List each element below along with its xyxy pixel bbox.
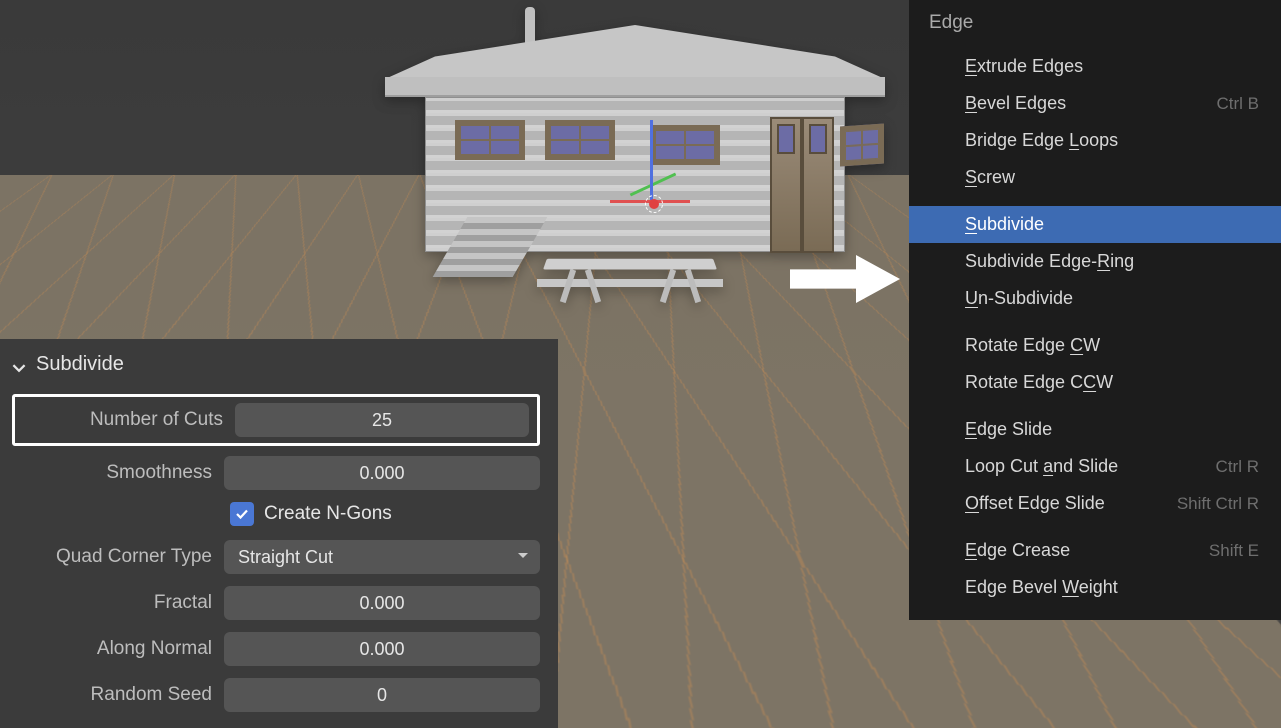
select-quad-corner-type[interactable]: Straight Cut	[224, 540, 540, 574]
label-create-ngons: Create N-Gons	[264, 503, 392, 525]
menu-edge-crease[interactable]: Edge CreaseShift E	[909, 532, 1281, 569]
label-smoothness: Smoothness	[12, 462, 212, 484]
menu-offset-edge-slide[interactable]: Offset Edge SlideShift Ctrl R	[909, 485, 1281, 522]
menu-title: Edge	[909, 0, 1281, 48]
menu-extrude-edges[interactable]: Extrude Edges	[909, 48, 1281, 85]
menu-edge-bevel-weight[interactable]: Edge Bevel Weight	[909, 569, 1281, 606]
field-smoothness[interactable]: 0.000	[224, 456, 540, 490]
operator-title: Subdivide	[36, 353, 124, 376]
field-random-seed[interactable]: 0	[224, 678, 540, 712]
menu-subdivide-edge-ring[interactable]: Subdivide Edge-Ring	[909, 243, 1281, 280]
menu-screw[interactable]: Screw	[909, 159, 1281, 196]
operator-panel-header[interactable]: Subdivide	[12, 353, 540, 376]
label-fractal: Fractal	[12, 592, 212, 614]
menu-edge-slide[interactable]: Edge Slide	[909, 411, 1281, 448]
field-number-of-cuts[interactable]: 25	[235, 403, 529, 437]
menu-subdivide[interactable]: Subdivide	[909, 206, 1281, 243]
label-number-of-cuts: Number of Cuts	[23, 409, 223, 431]
menu-bridge-edge-loops[interactable]: Bridge Edge Loops	[909, 122, 1281, 159]
menu-rotate-edge-cw[interactable]: Rotate Edge CW	[909, 327, 1281, 364]
operator-panel: Subdivide Number of Cuts 25 Smoothness 0…	[0, 339, 558, 728]
3d-cursor-icon	[645, 195, 663, 213]
menu-loop-cut-and-slide[interactable]: Loop Cut and SlideCtrl R	[909, 448, 1281, 485]
menu-rotate-edge-ccw[interactable]: Rotate Edge CCW	[909, 364, 1281, 401]
highlight-box: Number of Cuts 25	[12, 394, 540, 446]
field-along-normal[interactable]: 0.000	[224, 632, 540, 666]
checkbox-create-ngons[interactable]	[230, 502, 254, 526]
chevron-down-icon	[12, 358, 26, 372]
label-along-normal: Along Normal	[12, 638, 212, 660]
label-random-seed: Random Seed	[12, 684, 212, 706]
cabin-model	[395, 25, 875, 305]
menu-un-subdivide[interactable]: Un-Subdivide	[909, 280, 1281, 317]
edge-context-menu: Edge Extrude Edges Bevel EdgesCtrl B Bri…	[909, 0, 1281, 620]
label-quad-corner-type: Quad Corner Type	[12, 546, 212, 568]
menu-bevel-edges[interactable]: Bevel EdgesCtrl B	[909, 85, 1281, 122]
field-fractal[interactable]: 0.000	[224, 586, 540, 620]
